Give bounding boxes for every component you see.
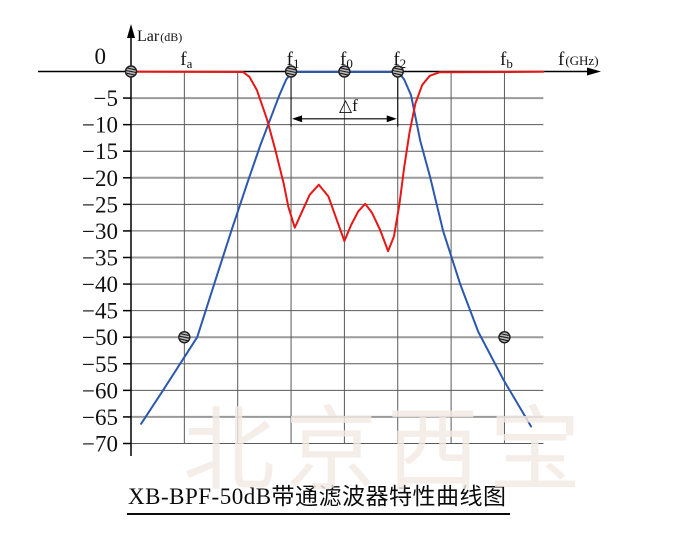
return-loss-curve [130, 70, 545, 253]
y-tick-label: −45 [82, 299, 118, 324]
y-tick-label: −30 [82, 219, 118, 244]
y-tick-label: −50 [82, 325, 118, 350]
x-axis-title: f(GHz) [558, 49, 599, 70]
y-tick-label: −15 [82, 139, 118, 164]
arrowhead-left-icon [292, 115, 303, 123]
x-tick-label: f0 [340, 49, 353, 71]
spec-marker-icon [338, 65, 351, 78]
bandwidth-label: △f [339, 96, 358, 115]
spec-marker-icon [284, 65, 298, 78]
insertion-loss-curve [140, 71, 533, 428]
spec-marker-icon [391, 65, 404, 78]
y-axis-arrow-icon [127, 24, 135, 38]
chart-title: XB-BPF-50dB带通滤波器特性曲线图 [127, 477, 510, 515]
y-tick-label: −65 [82, 405, 118, 430]
y-tick-label: −10 [82, 113, 118, 138]
y-tick-label: −20 [82, 166, 118, 191]
arrowhead-right-icon [386, 115, 397, 123]
y-tick-label: −55 [82, 352, 118, 377]
x-axis-arrow-icon [587, 67, 601, 76]
x-tick-label: f2 [393, 49, 406, 71]
y-tick-label: −60 [82, 378, 118, 403]
x-tick-label: f1 [287, 49, 300, 71]
y-tick-label: −35 [82, 246, 118, 271]
y-tick-label: −70 [82, 432, 118, 457]
spec-marker-icon [498, 331, 511, 344]
spec-marker-icon [124, 65, 138, 78]
y-tick-label: −40 [82, 272, 118, 297]
y-tick-label: −5 [94, 86, 118, 111]
spec-marker-icon [178, 331, 191, 344]
x-tick-label: fb [500, 49, 513, 71]
x-tick-label: fa [180, 49, 192, 71]
y-axis-title: Lar(dB) [137, 28, 182, 45]
y-tick-label: 0 [95, 44, 107, 69]
y-tick-label: −25 [82, 192, 118, 217]
